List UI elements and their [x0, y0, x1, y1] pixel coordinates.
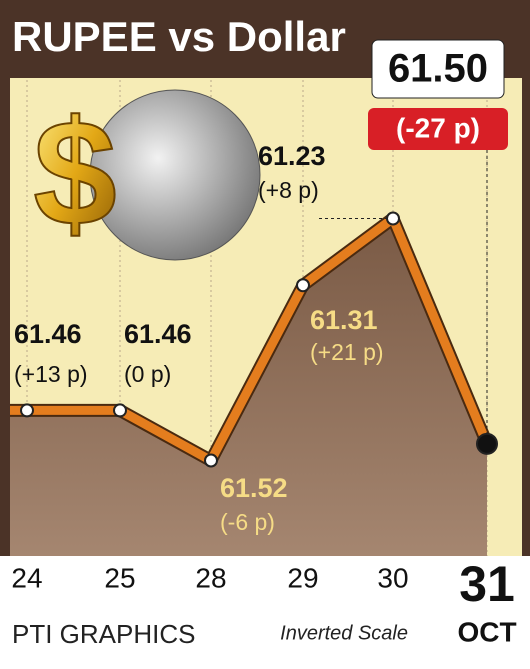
- x-tick-label: 29: [287, 562, 318, 593]
- value-box: [371, 39, 505, 99]
- month-label: OCT: [457, 616, 516, 647]
- value-label: 61.23: [258, 141, 326, 171]
- value-label: 61.46: [124, 319, 192, 349]
- coin-icon: [89, 89, 261, 261]
- point: [20, 403, 34, 418]
- x-tick-label: 31: [459, 556, 515, 612]
- change-label: (-6 p): [220, 509, 275, 535]
- area: [10, 218, 487, 556]
- point: [296, 278, 310, 293]
- value-label: 61.52: [220, 473, 288, 503]
- change-label: (-27 p): [396, 112, 480, 143]
- footer-background: [0, 556, 530, 664]
- chart-title: RUPEE vs Dollar: [12, 13, 346, 60]
- scale-note: Inverted Scale: [280, 622, 408, 644]
- source: PTI GRAPHICS: [12, 619, 195, 649]
- value-label: 61.31: [310, 305, 378, 335]
- point: [476, 432, 498, 455]
- x-tick-label: 25: [104, 562, 135, 593]
- value-label: 61.50: [388, 47, 488, 91]
- change-label: (+21 p): [310, 339, 384, 365]
- x-tick-label: 30: [377, 562, 408, 593]
- point: [386, 211, 400, 226]
- change-label: (0 p): [124, 361, 171, 387]
- point: [113, 403, 127, 418]
- change-label: (+8 p): [258, 177, 319, 203]
- x-tick-label: 24: [11, 562, 42, 593]
- x-tick-label: 28: [195, 562, 226, 593]
- point: [204, 453, 218, 468]
- dollar-icon: $: [33, 89, 116, 257]
- change-label: (+13 p): [14, 361, 88, 387]
- change-box: [368, 108, 508, 150]
- value-label: 61.46: [14, 319, 82, 349]
